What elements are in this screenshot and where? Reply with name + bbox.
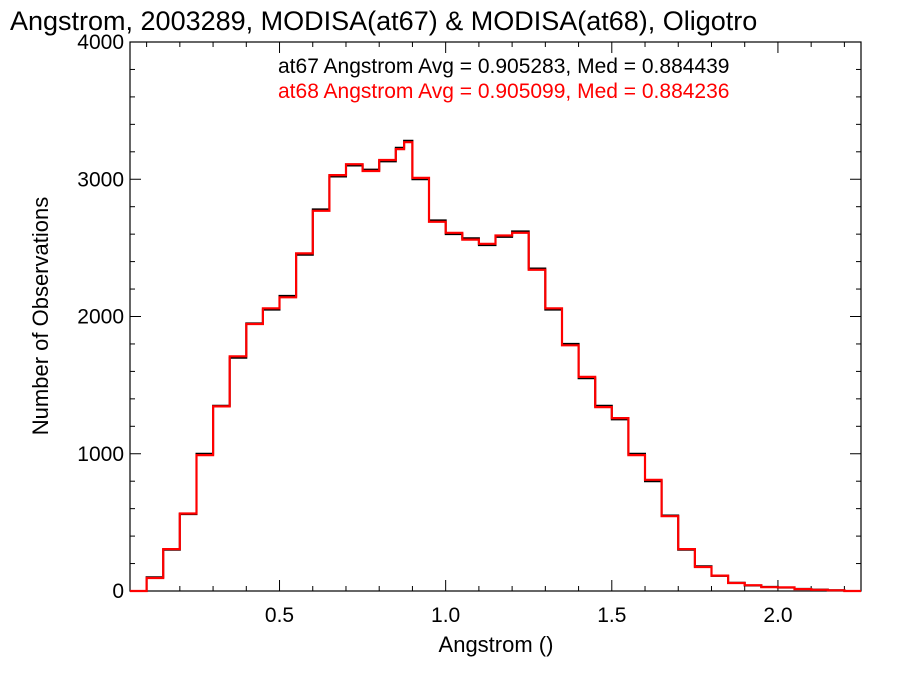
series-layer xyxy=(130,139,861,593)
x-tick-label: 1.5 xyxy=(597,604,626,627)
x-tick-label: 1.0 xyxy=(431,604,460,627)
y-tick-label: 1000 xyxy=(77,443,124,466)
y-tick-label: 0 xyxy=(112,580,124,603)
y-tick-label: 3000 xyxy=(77,168,124,191)
y-tick-label: 2000 xyxy=(77,306,124,329)
y-tick-label: 4000 xyxy=(77,31,124,54)
series-line-at68 xyxy=(130,141,861,593)
series-line-at67 xyxy=(130,139,861,592)
chart-title: Angstrom, 2003289, MODISA(at67) & MODISA… xyxy=(10,6,757,36)
y-axis-label: Number of Observations xyxy=(28,197,53,435)
axes: 0 1000 2000 3000 4000 0.5 1.0 1.5 2.0 xyxy=(77,31,861,627)
x-axis-label: Angstrom () xyxy=(439,632,554,657)
x-tick-label: 2.0 xyxy=(763,604,792,627)
annotation-at68: at68 Angstrom Avg = 0.905099, Med = 0.88… xyxy=(278,80,729,103)
plot-frame xyxy=(129,41,862,592)
annotation-at67: at67 Angstrom Avg = 0.905283, Med = 0.88… xyxy=(278,55,729,78)
x-tick-label: 0.5 xyxy=(265,604,294,627)
